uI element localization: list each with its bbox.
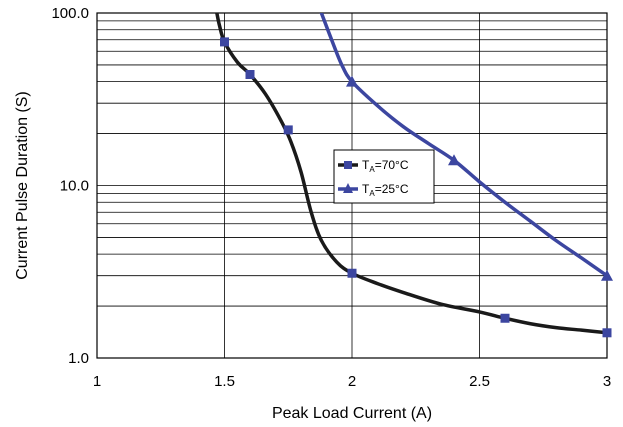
series-line-2 bbox=[319, 13, 607, 278]
data-point-triangle bbox=[448, 154, 460, 166]
series-line-1 bbox=[215, 13, 607, 335]
legend: TA=70°C TA=25°C bbox=[333, 149, 435, 204]
legend-entry-series-1: TA=70°C bbox=[338, 158, 409, 174]
x-tick-label: 2.5 bbox=[469, 373, 490, 390]
legend-label-main: T bbox=[362, 158, 370, 172]
data-point-triangle bbox=[601, 269, 613, 281]
grid bbox=[97, 13, 607, 358]
legend-label-sub: A bbox=[369, 165, 375, 174]
x-axis-title: Peak Load Current (A) bbox=[272, 405, 432, 422]
legend-label-rest: =25°C bbox=[375, 182, 409, 196]
data-point-square bbox=[347, 268, 357, 278]
legend-label-sub: A bbox=[369, 189, 375, 198]
legend-label-series-1: TA=70°C bbox=[362, 158, 409, 174]
y-tick-label: 1.0 bbox=[68, 350, 89, 367]
legend-label-main: T bbox=[362, 182, 370, 196]
x-tick-label: 1 bbox=[93, 373, 101, 390]
legend-marker-triangle bbox=[343, 183, 353, 193]
x-tick-label: 1.5 bbox=[214, 373, 235, 390]
data-point-square bbox=[220, 37, 229, 47]
y-tick-label: 100.0 bbox=[51, 5, 89, 22]
data-point-square bbox=[602, 328, 612, 338]
x-tick-labels: 1 1.5 2 2.5 3 bbox=[93, 373, 611, 390]
data-point-square bbox=[500, 313, 510, 323]
data-point-square bbox=[245, 70, 255, 80]
legend-box bbox=[333, 149, 435, 204]
legend-entry-series-2: TA=25°C bbox=[338, 182, 409, 198]
y-axis-title: Current Pulse Duration (S) bbox=[14, 91, 31, 280]
plot-area-border bbox=[96, 12, 608, 359]
x-tick-label: 2 bbox=[348, 373, 356, 390]
data-point-square bbox=[283, 125, 293, 135]
legend-marker-square bbox=[344, 161, 352, 169]
x-tick-label: 3 bbox=[603, 373, 611, 390]
legend-label-series-2: TA=25°C bbox=[362, 182, 409, 198]
series-markers bbox=[220, 37, 613, 338]
data-point-triangle bbox=[346, 75, 358, 87]
y-tick-label: 10.0 bbox=[60, 178, 89, 195]
series-curves bbox=[215, 13, 607, 335]
legend-label-rest: =70°C bbox=[375, 158, 409, 172]
y-tick-labels: 1.0 10.0 100.0 bbox=[51, 5, 89, 367]
